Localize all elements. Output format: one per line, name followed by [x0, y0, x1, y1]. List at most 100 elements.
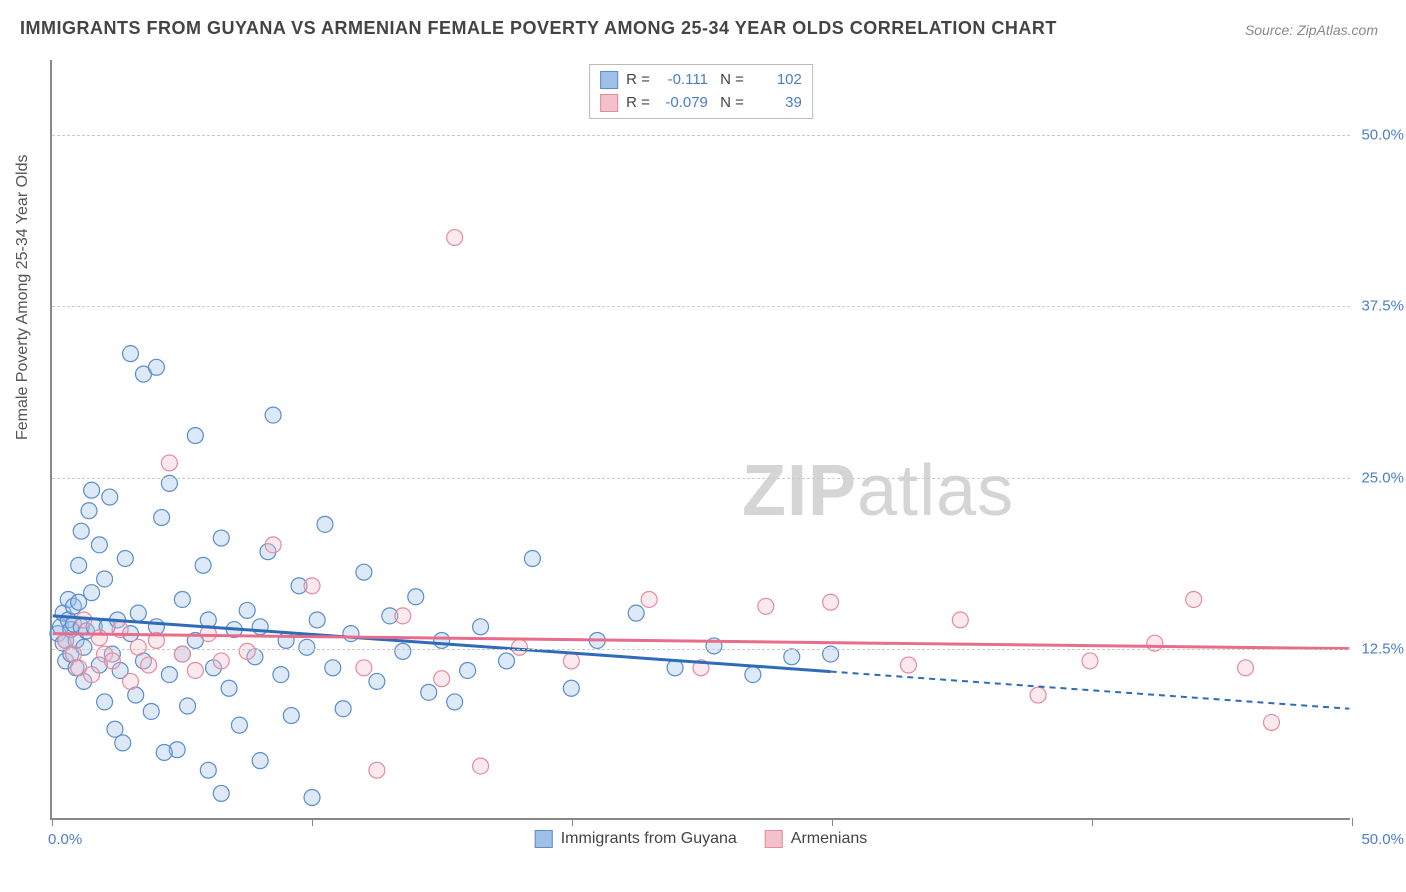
scatter-point-guyana	[135, 653, 151, 669]
scatter-point-guyana	[55, 605, 71, 621]
scatter-point-guyana	[408, 589, 424, 605]
scatter-point-guyana	[86, 619, 102, 635]
scatter-point-guyana	[309, 612, 325, 628]
stats-row-guyana: R =-0.111 N =102	[600, 69, 802, 92]
scatter-point-guyana	[667, 660, 683, 676]
gridline	[52, 649, 1350, 650]
scatter-point-guyana	[71, 557, 87, 573]
x-tick	[312, 818, 313, 826]
scatter-point-armenians	[434, 671, 450, 687]
scatter-point-guyana	[200, 612, 216, 628]
scatter-point-armenians	[823, 594, 839, 610]
scatter-point-guyana	[213, 785, 229, 801]
swatch-armenians-bottom	[765, 830, 783, 848]
scatter-point-guyana	[213, 530, 229, 546]
scatter-point-armenians	[395, 608, 411, 624]
trend-line-guyana	[53, 616, 831, 672]
gridline	[52, 478, 1350, 479]
x-tick	[1092, 818, 1093, 826]
scatter-point-guyana	[524, 551, 540, 567]
scatter-point-guyana	[107, 721, 123, 737]
scatter-point-armenians	[1238, 660, 1254, 676]
scatter-point-armenians	[148, 632, 164, 648]
scatter-point-armenians	[123, 673, 139, 689]
y-tick-label: 37.5%	[1354, 298, 1404, 315]
scatter-point-guyana	[434, 632, 450, 648]
scatter-point-guyana	[60, 591, 76, 607]
stats-row-armenians: R =-0.079 N =39	[600, 92, 802, 115]
scatter-point-guyana	[112, 663, 128, 679]
scatter-point-armenians	[356, 660, 372, 676]
scatter-point-guyana	[68, 660, 84, 676]
scatter-point-armenians	[693, 660, 709, 676]
scatter-point-guyana	[247, 649, 263, 665]
scatter-point-guyana	[343, 626, 359, 642]
scatter-point-guyana	[81, 503, 97, 519]
scatter-point-guyana	[421, 684, 437, 700]
scatter-point-guyana	[745, 667, 761, 683]
scatter-point-guyana	[206, 660, 222, 676]
scatter-point-guyana	[135, 366, 151, 382]
scatter-point-guyana	[180, 698, 196, 714]
scatter-point-guyana	[589, 632, 605, 648]
scatter-point-guyana	[148, 359, 164, 375]
scatter-point-armenians	[239, 643, 255, 659]
scatter-point-guyana	[226, 622, 242, 638]
scatter-point-guyana	[102, 489, 118, 505]
x-tick	[52, 818, 53, 826]
scatter-point-guyana	[195, 557, 211, 573]
swatch-guyana-bottom	[535, 830, 553, 848]
scatter-point-armenians	[641, 591, 657, 607]
scatter-point-guyana	[65, 598, 81, 614]
scatter-point-guyana	[252, 619, 268, 635]
scatter-point-guyana	[97, 694, 113, 710]
scatter-point-guyana	[156, 744, 172, 760]
plot-area: ZIPatlas R =-0.111 N =102 R =-0.079 N =3…	[50, 60, 1350, 820]
scatter-point-guyana	[58, 632, 74, 648]
scatter-point-guyana	[278, 632, 294, 648]
scatter-point-armenians	[1264, 714, 1280, 730]
scatter-point-armenians	[900, 657, 916, 673]
scatter-point-guyana	[221, 680, 237, 696]
scatter-point-guyana	[563, 680, 579, 696]
stats-legend: R =-0.111 N =102 R =-0.079 N =39	[589, 64, 813, 119]
x-tick-label: 0.0%	[48, 831, 82, 848]
scatter-point-guyana	[628, 605, 644, 621]
scatter-point-guyana	[283, 708, 299, 724]
x-tick	[1352, 818, 1353, 826]
bottom-legend: Immigrants from Guyana Armenians	[535, 830, 868, 848]
scatter-point-guyana	[115, 735, 131, 751]
scatter-point-guyana	[130, 605, 146, 621]
scatter-point-guyana	[53, 619, 69, 635]
y-tick-label: 25.0%	[1354, 469, 1404, 486]
scatter-point-guyana	[99, 619, 115, 635]
scatter-point-armenians	[952, 612, 968, 628]
scatter-point-guyana	[200, 762, 216, 778]
scatter-point-armenians	[213, 653, 229, 669]
scatter-point-guyana	[706, 638, 722, 654]
scatter-point-armenians	[512, 639, 528, 655]
scatter-point-armenians	[84, 667, 100, 683]
scatter-point-guyana	[60, 612, 76, 628]
gridline	[52, 306, 1350, 307]
scatter-point-guyana	[97, 571, 113, 587]
scatter-point-guyana	[291, 578, 307, 594]
scatter-point-guyana	[299, 639, 315, 655]
scatter-point-guyana	[260, 544, 276, 560]
scatter-point-armenians	[758, 598, 774, 614]
scatter-point-guyana	[91, 657, 107, 673]
scatter-point-guyana	[161, 667, 177, 683]
y-tick-label: 12.5%	[1354, 640, 1404, 657]
scatter-point-guyana	[395, 643, 411, 659]
scatter-point-guyana	[154, 510, 170, 526]
scatter-point-guyana	[123, 346, 139, 362]
swatch-armenians	[600, 94, 618, 112]
trend-line-dash-guyana	[831, 672, 1350, 709]
scatter-point-guyana	[460, 663, 476, 679]
scatter-point-armenians	[563, 653, 579, 669]
scatter-point-armenians	[1082, 653, 1098, 669]
watermark: ZIPatlas	[742, 450, 1014, 532]
scatter-point-guyana	[325, 660, 341, 676]
scatter-point-armenians	[71, 660, 87, 676]
scatter-point-guyana	[356, 564, 372, 580]
